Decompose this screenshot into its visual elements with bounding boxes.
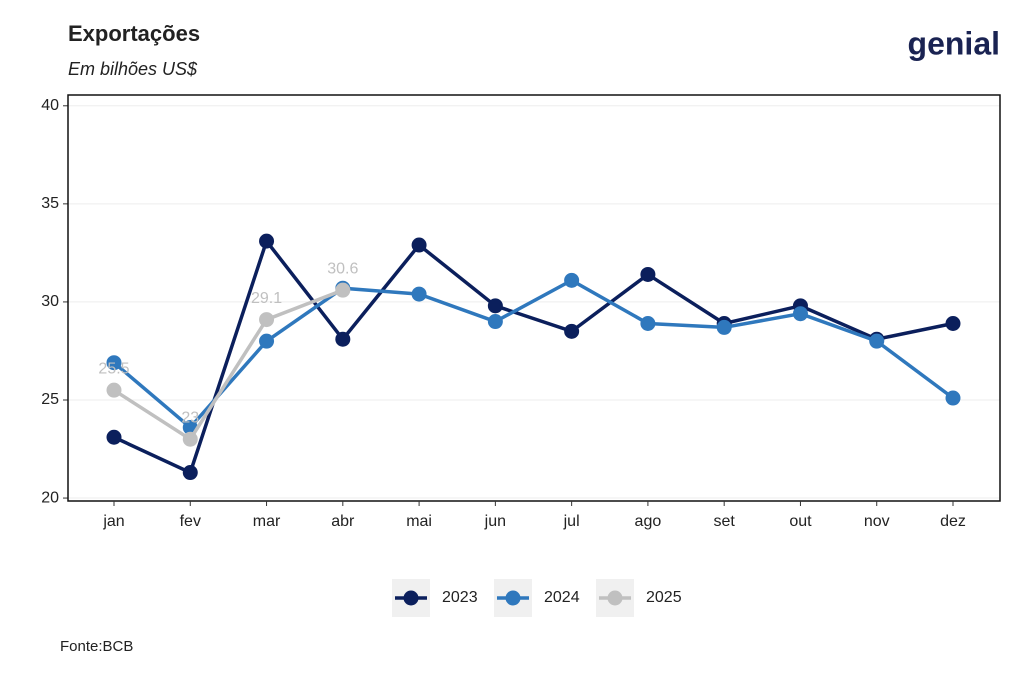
x-tick-label: mar [253, 513, 281, 530]
x-tick-label: ago [635, 513, 662, 530]
point [335, 331, 351, 347]
chart-title: Exportações [68, 21, 200, 46]
plot-border [67, 94, 1001, 502]
point [182, 465, 198, 481]
series-line [112, 278, 955, 430]
x-tick-label: jan [102, 513, 124, 530]
legend-key-point [505, 590, 521, 606]
point [564, 272, 580, 288]
point [106, 429, 122, 445]
point [487, 314, 503, 330]
point [182, 431, 198, 447]
data-label: 29.1 [251, 290, 282, 307]
legend-key-point [403, 590, 419, 606]
point [945, 390, 961, 406]
point [716, 319, 732, 335]
x-tick-label: fev [180, 513, 201, 530]
source: Fonte:BCB [60, 638, 133, 655]
point [411, 237, 427, 253]
point [335, 282, 351, 298]
point [564, 323, 580, 339]
y-tick-label: 20 [41, 489, 59, 506]
y-tick-label: 25 [41, 391, 59, 408]
x-tick-label: dez [940, 513, 966, 530]
legend-label: 2025 [646, 589, 682, 606]
point [640, 315, 656, 331]
x-tick-label: out [789, 513, 812, 530]
x-tick-label: jul [563, 513, 580, 530]
point [259, 312, 275, 328]
point [259, 233, 275, 249]
point [945, 315, 961, 331]
y-tick-label: 40 [41, 97, 59, 114]
y-tick-label: 30 [41, 293, 59, 310]
point [792, 306, 808, 322]
series-line [113, 237, 954, 475]
x-tick-label: abr [331, 513, 355, 530]
y-tick-label: 35 [41, 195, 59, 212]
point [487, 298, 503, 314]
data-label: 25.5 [98, 360, 129, 377]
point [259, 333, 275, 349]
x-tick-label: nov [864, 513, 890, 530]
series-line [113, 288, 344, 442]
data-label: 30.6 [327, 260, 358, 277]
x-tick-label: mai [406, 513, 432, 530]
logo: genial [908, 25, 1000, 61]
legend-key-point [607, 590, 623, 606]
x-tick-label: jun [484, 513, 506, 530]
point [869, 333, 885, 349]
point [106, 382, 122, 398]
point [640, 266, 656, 282]
legend-label: 2024 [544, 589, 580, 606]
x-tick-label: set [714, 513, 736, 530]
point [106, 355, 122, 371]
legend-label: 2023 [442, 589, 478, 606]
data-label: 23 [181, 409, 199, 426]
point [411, 286, 427, 302]
chart-subtitle: Em bilhões US$ [68, 59, 198, 79]
